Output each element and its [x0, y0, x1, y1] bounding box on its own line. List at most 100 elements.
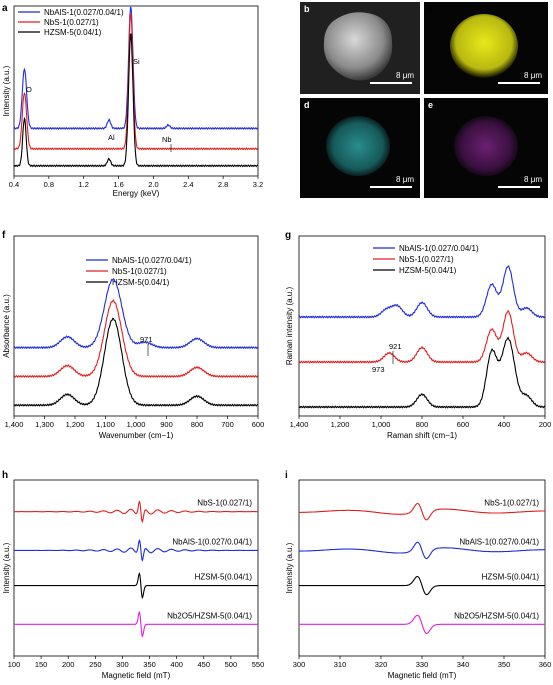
panel-c-si-map: c 8 μm — [424, 2, 548, 94]
panel-g-ylabel: Raman intensity (a.u.) — [285, 287, 294, 366]
series-line-nb2o5-hzsm-5-0-04-1 — [14, 611, 258, 638]
panel-h-axes — [13, 479, 259, 657]
panel-e-label: e — [428, 100, 434, 110]
x-tick-label: 310 — [334, 660, 347, 669]
panel-g-ticks: 1,400 1,200 1,000 800 600 400 200 — [290, 416, 552, 429]
curve-label-nbals-1-0-027-0-04-1: NbAlS-1(0.027/0.04/1) — [172, 537, 252, 546]
x-tick-label: 400 — [170, 660, 183, 669]
x-tick-label: 1,400 — [290, 420, 309, 429]
series-line-hzsm-5-0-04-1 — [299, 576, 545, 596]
panel-i-xlabel: Magnetic field (mT) — [388, 671, 457, 680]
panel-h-xlabel: Magnetic field (mT) — [102, 671, 171, 680]
panel-i-ylabel: Intensity (a.u.) — [285, 542, 294, 593]
series-line-nbs-1-0-027-1 — [13, 13, 259, 151]
x-tick-label: 700 — [221, 420, 234, 429]
series-line-nbals-1-0-027-0-04-1 — [14, 538, 258, 562]
panel-g-curves — [298, 265, 546, 409]
x-tick-label: 300 — [116, 660, 129, 669]
panel-e-scale-text: 8 μm — [524, 175, 542, 184]
series-line-nbals-1-0-027-0-04-1 — [13, 6, 259, 131]
panel-a-curves — [13, 6, 259, 168]
curve-label-hzsm-5-0-04-1: HZSM-5(0.04/1) — [482, 573, 540, 582]
x-tick-label: 330 — [416, 660, 429, 669]
x-tick-label: 350 — [498, 660, 511, 669]
panel-a-label: a — [2, 3, 8, 14]
legend-entry: HZSM-5(0.04/1) — [399, 266, 457, 275]
panel-g: g NbAlS-1(0.027/0.04/1) NbS-1(0.027/1) HZS… — [285, 230, 552, 440]
x-tick-label: 1,200 — [331, 420, 350, 429]
panel-f-ticks: 1,400 1,300 1,200 1,100 1,000 900 800 700 600 — [5, 416, 264, 429]
annotation-nb: Nb — [162, 135, 172, 144]
panel-e-scale-bar — [498, 186, 540, 188]
x-tick-label: 320 — [375, 660, 388, 669]
x-tick-label: 300 — [293, 660, 306, 669]
panel-d-scale-text: 8 μm — [396, 175, 414, 184]
legend-entry: NbAlS-1(0.027/0.04/1) — [44, 8, 124, 17]
x-tick-label: 2.4 — [183, 180, 193, 189]
series-line-nbs-1-0-027-1 — [298, 309, 545, 364]
x-tick-label: 500 — [225, 660, 238, 669]
x-tick-label: 2.0 — [148, 180, 158, 189]
x-tick-label: 1.2 — [78, 180, 88, 189]
series-line-nbs-1-0-027-1 — [13, 299, 258, 379]
x-tick-label: 2.8 — [218, 180, 228, 189]
panel-f-legend: NbAlS-1(0.027/0.04/1) NbS-1(0.027/1) HZSM-… — [86, 256, 192, 287]
x-tick-label: 400 — [498, 420, 511, 429]
panel-d-label: d — [304, 100, 310, 110]
x-tick-label: 800 — [191, 420, 204, 429]
panel-a-xlabel: Energy (keV) — [113, 189, 160, 198]
legend-entry: HZSM-5(0.04/1) — [112, 278, 170, 287]
panel-h-label: h — [2, 470, 8, 481]
x-tick-label: 250 — [89, 660, 102, 669]
legend-entry: NbS-1(0.027/1) — [399, 255, 454, 264]
x-tick-label: 1,400 — [5, 420, 24, 429]
panel-b-scale-bar — [370, 82, 412, 84]
panel-h-ticks: 100 150 200 250 300 350 400 450 500 550 — [8, 656, 265, 669]
legend-entry: NbAlS-1(0.027/0.04/1) — [112, 256, 192, 265]
x-tick-label: 1,000 — [127, 420, 146, 429]
panel-i-curve-labels: NbS-1(0.027/1) NbAlS-1(0.027/0.04/1) HZSM-… — [454, 499, 539, 621]
annotation-o: O — [26, 85, 32, 94]
x-tick-label: 100 — [8, 660, 21, 669]
series-line-hzsm-5-0-04-1 — [14, 572, 258, 600]
curve-label-nbals-1-0-027-0-04-1: NbAlS-1(0.027/0.04/1) — [459, 537, 539, 546]
x-tick-label: 3.2 — [253, 180, 263, 189]
x-tick-label: 550 — [252, 660, 265, 669]
panel-a-legend: NbAlS-1(0.027/0.04/1)NbS-1(0.027/1)HZSM-… — [18, 8, 124, 37]
x-tick-label: 600 — [457, 420, 470, 429]
panel-a-ylabel: Intensity (a.u.) — [2, 65, 11, 116]
legend-entry: HZSM-5(0.04/1) — [44, 28, 102, 37]
annotation-al: Al — [108, 133, 115, 142]
x-tick-label: 340 — [457, 660, 470, 669]
panel-c-scale-text: 8 μm — [524, 71, 542, 80]
x-tick-label: 200 — [539, 420, 552, 429]
panel-e-nb-map: e 8 μm — [424, 98, 548, 198]
panel-f-label: f — [2, 230, 6, 241]
panel-i-ticks: 300 310 320 330 340 350 360 — [293, 656, 552, 669]
x-tick-label: 360 — [539, 660, 552, 669]
x-tick-label: 0.8 — [44, 180, 54, 189]
annotation-973: 973 — [372, 365, 385, 374]
panel-h: h NbS-1(0.027/1) NbAlS-1(0.027/0.04/1) HZS… — [2, 470, 265, 680]
x-tick-label: 350 — [143, 660, 156, 669]
legend-entry: NbAlS-1(0.027/0.04/1) — [399, 244, 479, 253]
annotation-si: Si — [133, 57, 140, 66]
annotation-971: 971 — [140, 335, 153, 344]
panel-d-scale-bar — [370, 186, 412, 188]
panel-f: f NbAlS-1(0.027/0.04/1) NbS-1(0.027/1) HZS… — [2, 230, 264, 440]
panel-g-xlabel: Raman shift (cm−1) — [387, 431, 457, 440]
panel-c-scale-bar — [498, 82, 540, 84]
x-tick-label: 800 — [416, 420, 429, 429]
curve-label-hzsm-5-0-04-1: HZSM-5(0.04/1) — [195, 573, 253, 582]
series-line-nbals-1-0-027-0-04-1 — [13, 278, 259, 350]
x-tick-label: 1,300 — [35, 420, 54, 429]
x-tick-label: 1.6 — [113, 180, 123, 189]
panel-b-scale-text: 8 μm — [396, 71, 414, 80]
legend-entry: NbS-1(0.027/1) — [44, 18, 99, 27]
panel-a-ticks: 0.4 0.8 1.2 1.6 2.0 2.4 2.8 3.2 — [9, 176, 263, 189]
x-tick-label: 1,000 — [372, 420, 391, 429]
nb-map-blob — [454, 116, 518, 176]
sem-particle — [323, 12, 393, 81]
x-tick-label: 150 — [35, 660, 48, 669]
x-tick-label: 1,200 — [66, 420, 85, 429]
